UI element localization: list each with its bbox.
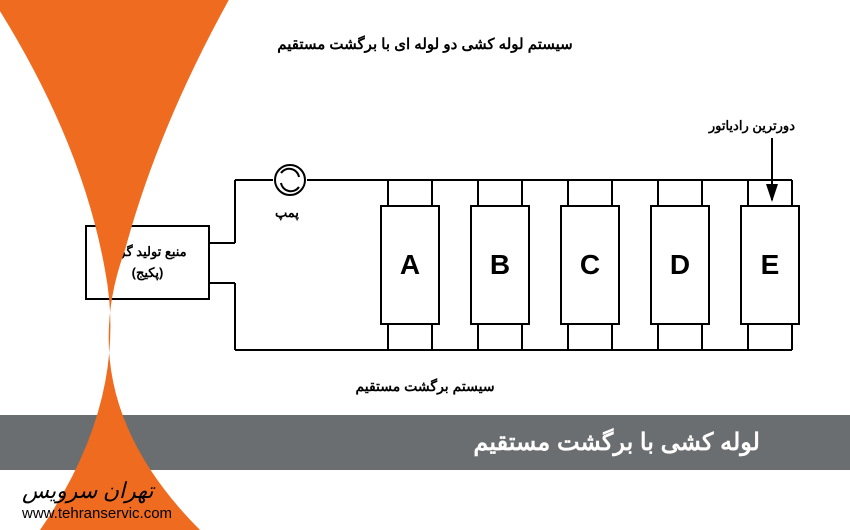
arrow-to-far-radiator <box>0 0 850 530</box>
brand-url: www.tehranservic.com <box>22 505 172 522</box>
diagram-container: سیستم لوله کشی دو لوله ای با برگشت مستقی… <box>0 0 850 530</box>
brand-name: تهران سرویس <box>22 478 154 504</box>
